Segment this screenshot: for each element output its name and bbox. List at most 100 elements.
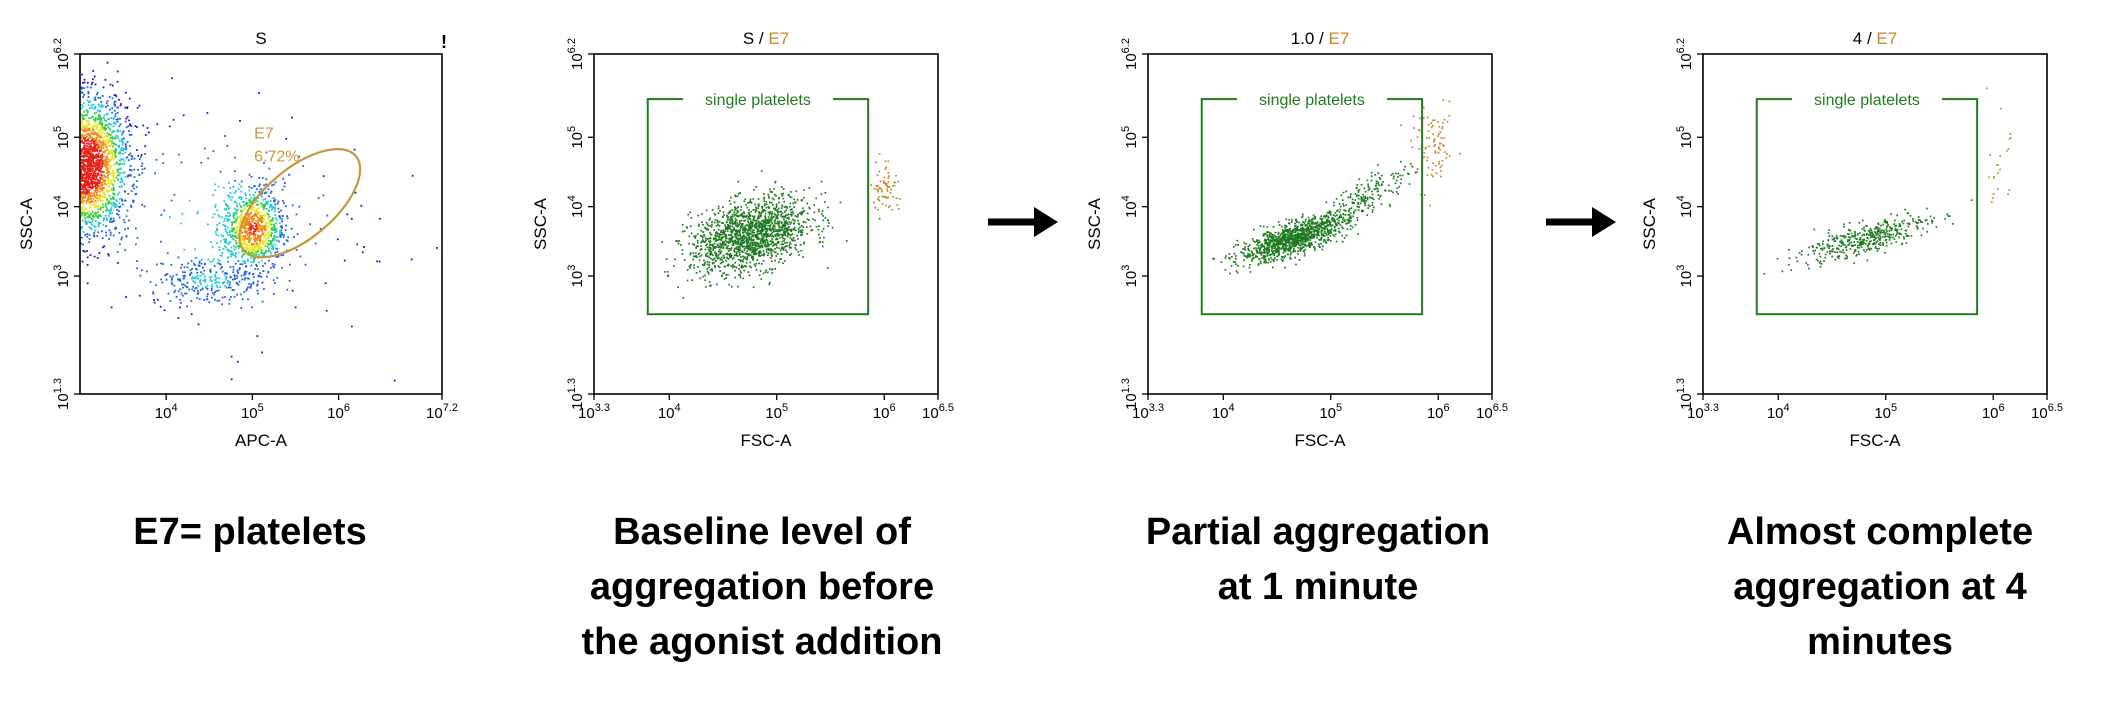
- y-tick-label: 106.2: [52, 38, 72, 70]
- y-tick-base: 10: [1678, 201, 1695, 218]
- y-tick-exponent: 4: [52, 195, 64, 201]
- caption-line: aggregation at 4: [1650, 560, 2110, 615]
- x-tick-base: 10: [1767, 405, 1784, 422]
- x-tick-label: 107.2: [426, 402, 458, 422]
- y-tick-base: 10: [1678, 271, 1695, 288]
- x-axis-label: FSC-A: [741, 431, 793, 450]
- x-tick-base: 10: [578, 405, 595, 422]
- x-tick-exponent: 5: [258, 402, 264, 414]
- y-tick-exponent: 3: [52, 265, 64, 271]
- y-tick-exponent: 5: [566, 126, 578, 132]
- y-tick-label: 104: [566, 195, 586, 218]
- y-tick-base: 10: [55, 53, 72, 70]
- plot-title: 4 / E7: [1853, 29, 1897, 48]
- y-tick-base: 10: [1123, 271, 1140, 288]
- plot-title-separator: /: [1862, 29, 1876, 48]
- plot-title-separator: /: [1314, 29, 1328, 48]
- y-tick-base: 10: [1123, 201, 1140, 218]
- x-tick-label: 105: [241, 402, 264, 422]
- y-tick-label: 106.2: [566, 38, 586, 70]
- y-tick-exponent: 3: [566, 265, 578, 271]
- plot-title-main: 4: [1853, 29, 1862, 48]
- x-tick-exponent: 6.5: [2048, 402, 2063, 414]
- gate-rectangle: [1757, 99, 1977, 314]
- x-tick-base: 10: [1874, 405, 1891, 422]
- arrow-head: [1592, 207, 1616, 237]
- x-tick-exponent: 4: [675, 402, 681, 414]
- x-tick-base: 10: [1687, 405, 1704, 422]
- plot-title-gate: E7: [1329, 29, 1350, 48]
- y-tick-exponent: 5: [1675, 126, 1687, 132]
- gate-rectangle: [1202, 99, 1422, 314]
- y-tick-base: 10: [55, 393, 72, 410]
- plot-title: 1.0 / E7: [1291, 29, 1350, 48]
- plot-title-main: S: [743, 29, 754, 48]
- x-axis-label: FSC-A: [1295, 431, 1347, 450]
- x-tick-label: 106.5: [1476, 402, 1508, 422]
- x-tick-label: 103.3: [1132, 402, 1164, 422]
- x-axis-label: FSC-A: [1850, 431, 1902, 450]
- x-tick-base: 10: [1982, 405, 1999, 422]
- x-tick-exponent: 5: [1336, 402, 1342, 414]
- x-tick-base: 10: [1427, 405, 1444, 422]
- x-tick-base: 10: [327, 405, 344, 422]
- y-tick-base: 10: [1123, 53, 1140, 70]
- caption-line: at 1 minute: [1088, 560, 1548, 615]
- y-tick-label: 105: [52, 126, 72, 149]
- progression-arrow: [1546, 207, 1616, 237]
- caption-line: aggregation before: [532, 560, 992, 615]
- y-tick-label: 103: [1120, 265, 1140, 288]
- caption-line: minutes: [1650, 615, 2110, 670]
- caption-line: Partial aggregation: [1088, 505, 1548, 560]
- x-tick-exponent: 5: [782, 402, 788, 414]
- y-tick-label: 104: [52, 195, 72, 218]
- y-tick-base: 10: [569, 132, 586, 149]
- x-tick-label: 106: [1982, 402, 2005, 422]
- x-tick-base: 10: [873, 405, 890, 422]
- x-tick-base: 10: [1132, 405, 1149, 422]
- y-tick-base: 10: [569, 201, 586, 218]
- x-tick-exponent: 6.5: [939, 402, 954, 414]
- plot-title-gate: E7: [768, 29, 789, 48]
- x-tick-exponent: 3.3: [1149, 402, 1164, 414]
- y-tick-exponent: 6.2: [1120, 38, 1132, 53]
- x-tick-label: 106: [873, 402, 896, 422]
- y-tick-label: 104: [1675, 195, 1695, 218]
- y-tick-exponent: 6.2: [52, 38, 64, 53]
- y-tick-exponent: 1.3: [1120, 378, 1132, 393]
- y-tick-base: 10: [569, 271, 586, 288]
- x-tick-label: 104: [155, 402, 178, 422]
- y-tick-base: 10: [55, 271, 72, 288]
- gate-label: single platelets: [1259, 92, 1365, 109]
- y-tick-exponent: 3: [1675, 265, 1687, 271]
- plot-frame: [80, 54, 442, 394]
- x-tick-label: 104: [658, 402, 681, 422]
- y-tick-base: 10: [1678, 53, 1695, 70]
- plot-title: S / E7: [743, 29, 789, 48]
- y-axis-label: SSC-A: [531, 197, 550, 250]
- x-tick-base: 10: [1212, 405, 1229, 422]
- x-tick-exponent: 6.5: [1493, 402, 1508, 414]
- x-tick-label: 105: [1319, 402, 1342, 422]
- y-tick-exponent: 5: [1120, 126, 1132, 132]
- y-tick-label: 104: [1120, 195, 1140, 218]
- x-tick-label: 104: [1212, 402, 1235, 422]
- x-tick-label: 105: [1874, 402, 1897, 422]
- x-tick-base: 10: [2031, 405, 2048, 422]
- y-tick-label: 105: [566, 126, 586, 149]
- x-tick-base: 10: [1476, 405, 1493, 422]
- x-tick-exponent: 7.2: [443, 402, 458, 414]
- event-dots: [80, 62, 438, 382]
- y-tick-exponent: 1.3: [52, 378, 64, 393]
- event-dots: [1212, 99, 1461, 274]
- x-tick-base: 10: [155, 405, 172, 422]
- y-axis-label: SSC-A: [17, 197, 36, 250]
- x-tick-label: 103.3: [1687, 402, 1719, 422]
- x-tick-exponent: 5: [1891, 402, 1897, 414]
- x-tick-exponent: 6: [344, 402, 350, 414]
